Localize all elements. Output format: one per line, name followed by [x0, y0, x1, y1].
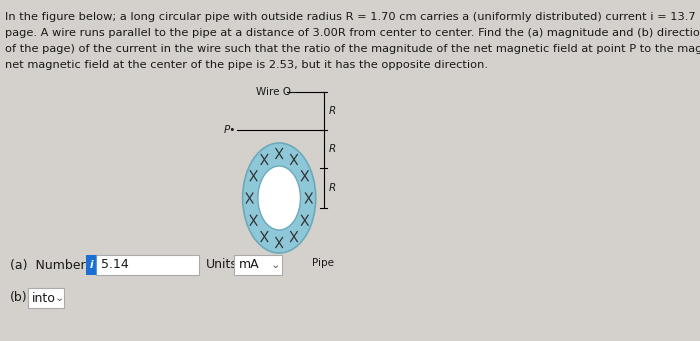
Text: 5.14: 5.14: [101, 258, 129, 271]
Circle shape: [243, 143, 316, 253]
Text: net magnetic field at the center of the pipe is 2.53, but it has the opposite di: net magnetic field at the center of the …: [6, 60, 489, 70]
Text: of the page) of the current in the wire such that the ratio of the magnitude of : of the page) of the current in the wire …: [6, 44, 700, 54]
Bar: [96, 255, 199, 275]
Text: Wire O–: Wire O–: [256, 87, 296, 97]
Text: R: R: [329, 183, 336, 193]
Text: Pipe: Pipe: [312, 258, 335, 268]
Text: mA: mA: [239, 258, 260, 271]
Text: P•: P•: [223, 125, 236, 135]
Text: R: R: [329, 144, 336, 154]
Text: ⌄: ⌄: [270, 260, 280, 270]
Text: Units: Units: [206, 258, 238, 271]
Text: (a)  Number: (a) Number: [10, 258, 85, 271]
Bar: [86, 255, 96, 275]
Text: ⌄: ⌄: [55, 293, 64, 303]
Text: R: R: [329, 106, 336, 116]
Text: into: into: [32, 292, 56, 305]
Bar: [28, 288, 64, 308]
Text: i: i: [90, 260, 93, 270]
Bar: [96, 255, 97, 275]
Text: In the figure below; a long circular pipe with outside radius R = 1.70 cm carrie: In the figure below; a long circular pip…: [6, 12, 700, 22]
Circle shape: [258, 166, 300, 230]
Text: page. A wire runs parallel to the pipe at a distance of 3.00R from center to cen: page. A wire runs parallel to the pipe a…: [6, 28, 700, 38]
Text: (b): (b): [10, 292, 27, 305]
Bar: [234, 255, 282, 275]
